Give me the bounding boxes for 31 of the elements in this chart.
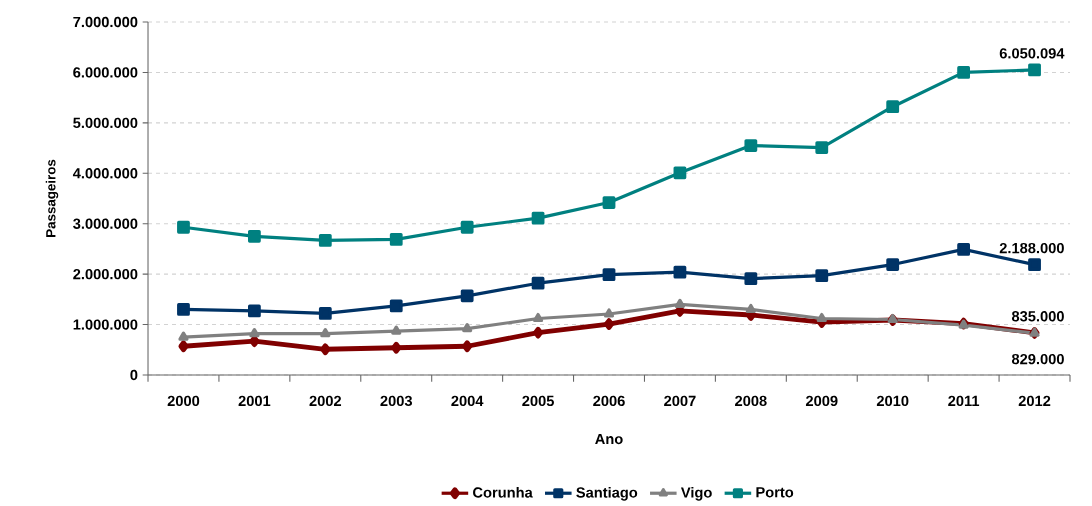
x-tick-label: 2011 <box>948 395 980 407</box>
legend-label: Porto <box>756 487 794 498</box>
x-tick-label: 2005 <box>522 395 554 407</box>
y-tick-label: 4.000.000 <box>72 168 138 179</box>
legend-label: Vigo <box>680 486 712 501</box>
x-tick-label: 2001 <box>238 395 271 407</box>
x-tick-label: 2010 <box>876 395 909 407</box>
x-tick-label: 2004 <box>451 395 484 407</box>
x-axis-title: Ano <box>595 433 623 445</box>
y-tick-label: 2.000.000 <box>73 268 138 280</box>
legend-label: Santiago <box>576 486 638 501</box>
y-tick-label: 6.000.000 <box>73 67 138 78</box>
y-axis-title: Passageiros <box>45 159 59 237</box>
x-tick-label: 2012 <box>1018 395 1051 407</box>
x-tick-label: 2009 <box>805 395 838 407</box>
data-label: 6.050.094 <box>999 48 1065 59</box>
y-tick-label: 1.000.000 <box>73 319 138 330</box>
x-tick-label: 2007 <box>664 395 696 407</box>
y-tick-label: 5.000.000 <box>73 117 138 129</box>
legend-label: Corunha <box>473 486 533 498</box>
x-tick-label: 2008 <box>735 395 767 407</box>
data-label: 2.188.000 <box>999 242 1064 254</box>
x-tick-label: 2000 <box>167 395 200 407</box>
x-tick-label: 2003 <box>380 395 413 407</box>
x-tick-label: 2002 <box>309 395 342 407</box>
data-label: 829.000 <box>1011 353 1064 365</box>
data-label: 835.000 <box>1011 311 1064 322</box>
y-tick-label: 7.000.000 <box>73 16 138 28</box>
x-tick-label: 2006 <box>593 395 625 407</box>
y-tick-label: 3.000.000 <box>73 218 138 229</box>
y-tick-label: 0 <box>130 369 138 381</box>
